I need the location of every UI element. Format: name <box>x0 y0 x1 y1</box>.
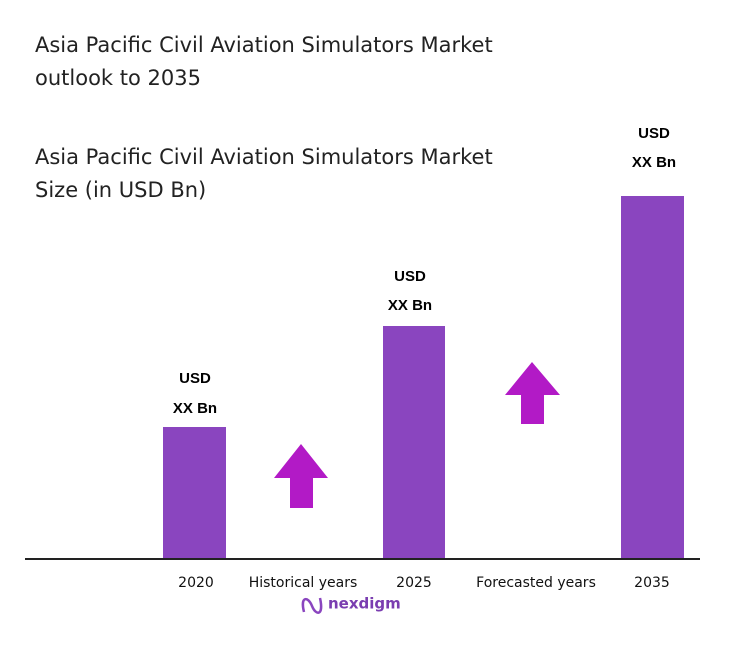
bar-label: XX Bn <box>388 297 432 314</box>
bar-label: XX Bn <box>173 400 217 417</box>
period-label: Historical years <box>249 575 358 591</box>
logo: nexdigm <box>328 595 401 613</box>
bar <box>621 196 684 558</box>
growth-arrow <box>274 444 328 508</box>
x-label: 2020 <box>178 575 214 591</box>
title-line: outlook to 2035 <box>35 66 201 90</box>
bar-label: USD <box>394 268 426 285</box>
bar <box>383 326 445 558</box>
bar-label: XX Bn <box>632 154 676 171</box>
x-label: 2025 <box>396 575 432 591</box>
growth-arrow <box>505 362 560 424</box>
logo-icon <box>301 597 323 614</box>
title-line: Asia Pacific Civil Aviation Simulators M… <box>35 33 493 57</box>
bar-label: USD <box>179 370 211 387</box>
subtitle-line: Size (in USD Bn) <box>35 178 206 202</box>
bar-label: USD <box>638 125 670 142</box>
x-label: 2035 <box>634 575 670 591</box>
bar <box>163 427 226 558</box>
period-label: Forecasted years <box>476 575 596 591</box>
subtitle-line: Asia Pacific Civil Aviation Simulators M… <box>35 145 493 169</box>
